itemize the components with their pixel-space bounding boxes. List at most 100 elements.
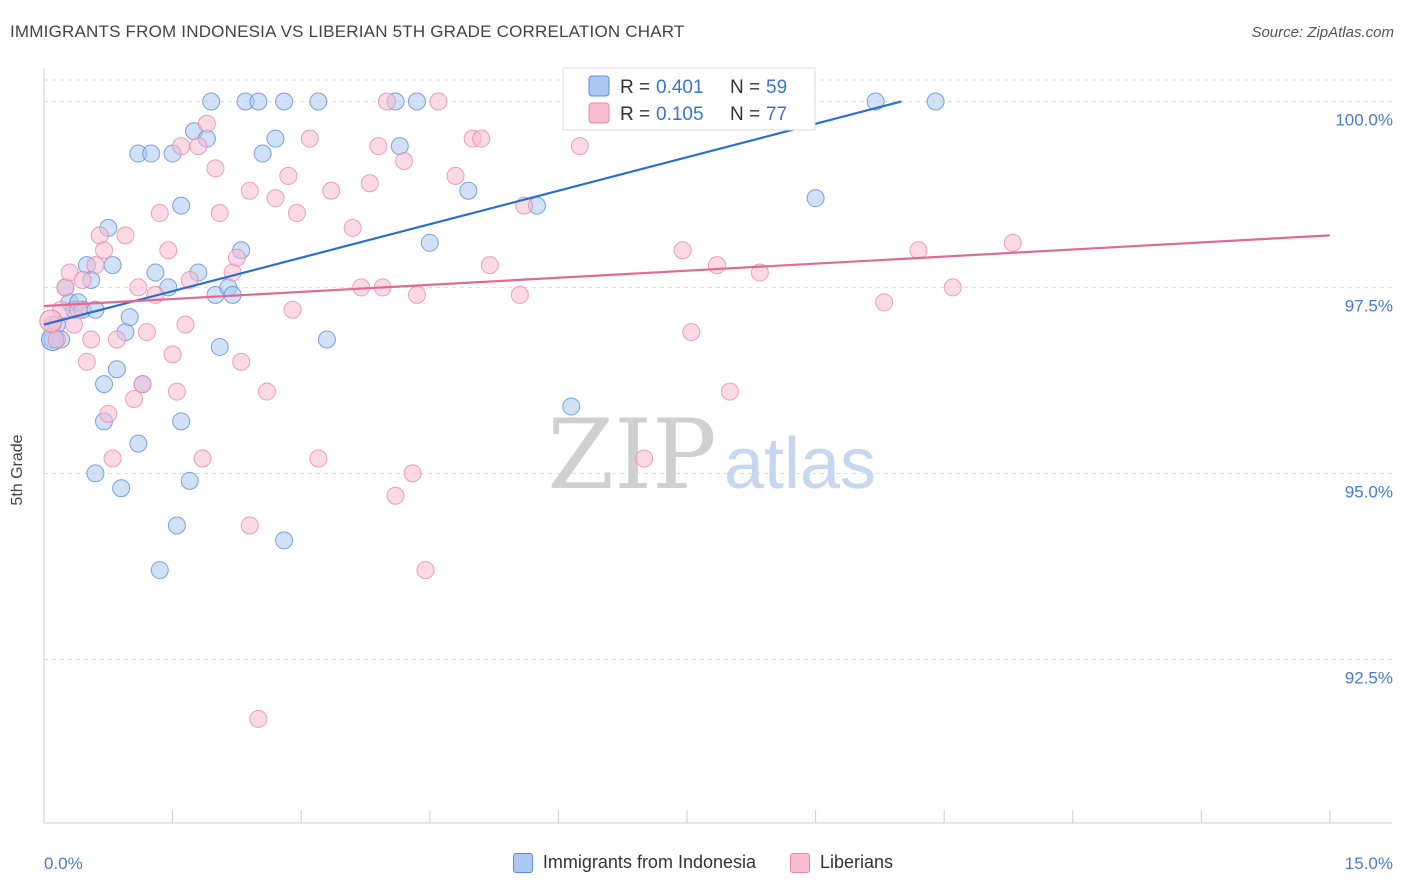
data-point: [459, 181, 478, 200]
data-point: [95, 241, 114, 260]
data-point: [86, 256, 105, 275]
data-point: [369, 137, 388, 156]
data-point: [249, 92, 268, 111]
data-point: [416, 561, 435, 580]
data-point: [167, 516, 186, 535]
data-point: [95, 375, 114, 394]
data-point: [197, 114, 216, 133]
data-point: [193, 449, 212, 468]
series-indonesia-points: [41, 92, 945, 580]
data-point: [926, 92, 945, 111]
data-point: [1003, 233, 1022, 252]
data-point: [360, 174, 379, 193]
data-point: [56, 278, 75, 297]
data-point: [279, 166, 298, 185]
data-point: [159, 241, 178, 260]
data-point: [635, 449, 654, 468]
data-point: [875, 293, 894, 312]
data-point: [682, 323, 701, 342]
data-point: [570, 137, 589, 156]
data-point: [150, 204, 169, 223]
data-point: [909, 241, 928, 260]
data-point: [103, 449, 122, 468]
x-tick-label: 15.0%: [1345, 854, 1393, 873]
data-point: [240, 181, 259, 200]
x-tick-label: 0.0%: [44, 854, 83, 873]
data-point: [253, 144, 272, 163]
data-point: [266, 189, 285, 208]
watermark: ZIP atlas: [547, 399, 876, 511]
legend-r-label: R =: [620, 77, 650, 98]
data-point: [309, 449, 328, 468]
data-point: [750, 263, 769, 282]
axes: [43, 68, 1392, 824]
legend-r-value: 0.401: [656, 77, 704, 98]
source-credit: Source: ZipAtlas.com: [1251, 24, 1394, 41]
legend-label: Immigrants from Indonesia: [542, 852, 757, 872]
data-point: [189, 137, 208, 156]
trend-line: [43, 100, 902, 326]
data-point: [943, 278, 962, 297]
legend-swatch-indonesia: [588, 75, 610, 97]
y-tick-label: 100.0%: [1335, 110, 1393, 129]
data-point: [480, 256, 499, 275]
data-point: [227, 248, 246, 267]
data-point: [116, 226, 135, 245]
trend-lines: [43, 100, 1331, 326]
data-point: [266, 129, 285, 148]
data-point: [133, 375, 152, 394]
legend-n-label: N =: [730, 104, 760, 125]
watermark-zip: ZIP: [547, 399, 716, 511]
data-point: [317, 330, 336, 349]
data-point: [210, 337, 229, 356]
data-point: [275, 531, 294, 550]
data-point: [180, 270, 199, 289]
series-liberians-points: [39, 92, 1022, 728]
data-point: [395, 151, 414, 170]
data-point: [866, 92, 885, 111]
data-point: [99, 404, 118, 423]
data-point: [240, 516, 259, 535]
data-point: [202, 92, 221, 111]
legend-n-value: 59: [766, 77, 787, 98]
data-point: [309, 92, 328, 111]
data-point: [167, 382, 186, 401]
legend-item-indonesia: Immigrants from Indonesia: [512, 852, 757, 873]
data-point: [129, 278, 148, 297]
data-point: [172, 196, 191, 215]
data-point: [120, 308, 139, 327]
chart-title: IMMIGRANTS FROM INDONESIA VS LIBERIAN 5T…: [10, 22, 685, 41]
data-point: [125, 390, 144, 409]
data-point: [146, 263, 165, 282]
data-point: [82, 330, 101, 349]
y-tick-label: 92.5%: [1345, 668, 1393, 687]
data-point: [90, 226, 109, 245]
data-point: [343, 218, 362, 237]
data-point: [673, 241, 692, 260]
data-point: [390, 137, 409, 156]
y-tick-label: 95.0%: [1345, 482, 1393, 501]
data-point: [720, 382, 739, 401]
data-point: [180, 471, 199, 490]
legend-n-value: 77: [766, 104, 787, 125]
data-point: [322, 181, 341, 200]
data-point: [112, 479, 131, 498]
data-point: [249, 709, 268, 728]
data-point: [446, 166, 465, 185]
data-point: [223, 263, 242, 282]
data-point: [107, 330, 126, 349]
legend-swatch-liberians: [790, 852, 811, 873]
data-point: [407, 285, 426, 304]
data-point: [163, 345, 182, 364]
legend-swatch-indonesia: [512, 852, 533, 873]
data-point: [386, 486, 405, 505]
data-point: [142, 144, 161, 163]
data-point: [77, 352, 96, 371]
data-point: [472, 129, 491, 148]
watermark-atlas: atlas: [724, 424, 876, 504]
legend-n-label: N =: [730, 77, 760, 98]
data-point: [206, 159, 225, 178]
data-point: [137, 323, 156, 342]
data-point: [257, 382, 276, 401]
